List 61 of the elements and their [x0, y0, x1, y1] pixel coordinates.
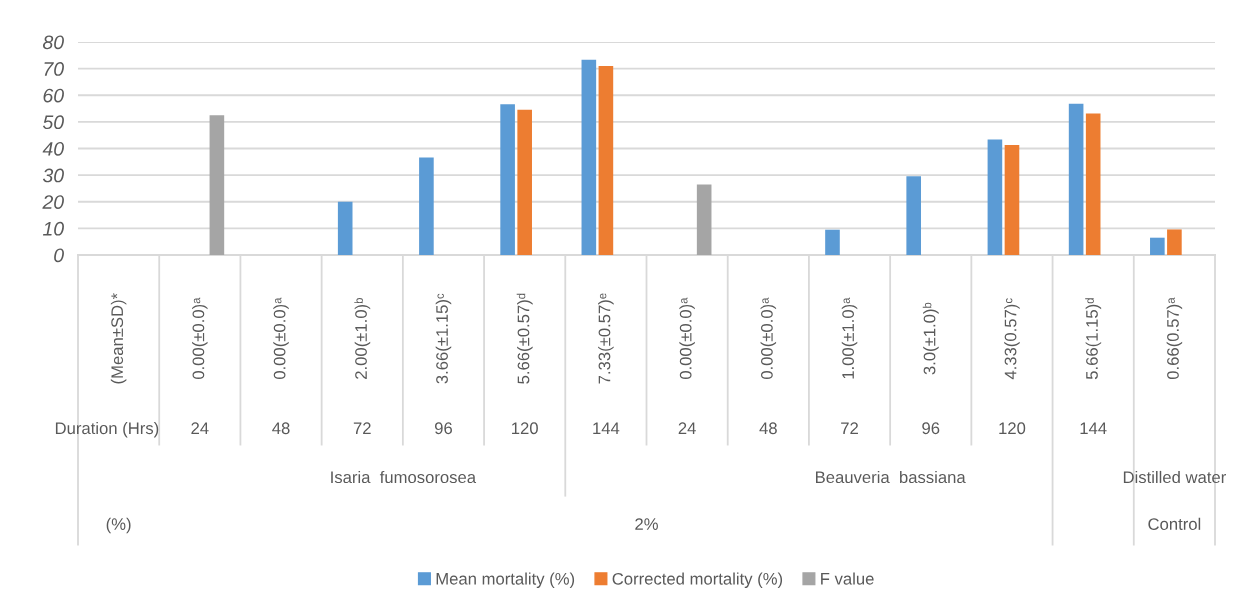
bar: [906, 176, 921, 255]
y-tick-label: 40: [42, 141, 64, 156]
x-tick-label: 2.00(±1.0)ᵇ: [354, 298, 371, 379]
text: 96: [922, 422, 940, 435]
bar: [825, 229, 840, 255]
x-tick-label: 0.00(±0.0)ᵃ: [273, 297, 289, 380]
x-tick-label: 5.66(1.15)ᵈ: [1085, 298, 1102, 380]
text: 24: [191, 422, 209, 434]
text: Control: [1148, 517, 1201, 530]
x-tick-label: 3.0(±1.0)ᵇ: [922, 302, 939, 375]
legend-label: Corrected mortality (%): [612, 572, 783, 588]
text: 96: [434, 422, 452, 435]
x-tick-label: 5.66(±0.57)ᵈ: [516, 293, 533, 384]
text: 120: [999, 422, 1026, 435]
bar: [581, 59, 597, 255]
text: Distilled water: [1123, 470, 1226, 484]
text: 144: [1080, 422, 1107, 434]
x-tick-label: 0.66(0.57)ᵃ: [1166, 297, 1183, 380]
bar: [419, 157, 434, 255]
text: 48: [759, 422, 777, 435]
text: Duration (Hrs): [55, 421, 159, 438]
y-tick-label: 60: [43, 88, 64, 103]
bar: [1068, 103, 1084, 255]
y-tick-label: 70: [44, 62, 64, 76]
text: Beauveria bassiana: [816, 470, 966, 484]
y-tick-label: 80: [43, 35, 64, 50]
x-tick-label: 7.33(±0.57)ᵉ: [598, 293, 614, 384]
y-tick-label: 20: [42, 195, 64, 209]
text: 48: [272, 422, 290, 435]
bar: [1150, 237, 1165, 255]
text: Isaria fumosorosea: [331, 470, 477, 484]
x-tick-label: 3.66(±1.15)ᶜ: [435, 293, 452, 384]
bar: [337, 201, 353, 255]
y-tick-label: 10: [42, 221, 64, 236]
x-tick-label: 1.00(±1.0)ᵃ: [841, 297, 858, 379]
bar: [209, 115, 225, 255]
text: 24: [678, 422, 696, 434]
x-tick-label: 0.00(±0.0)ᵃ: [760, 297, 777, 380]
legend-label: Mean mortality (%): [436, 572, 575, 588]
text: (%): [106, 517, 131, 534]
bar: [500, 104, 515, 255]
x-tick-label: 0.00(±0.0)ᵃ: [192, 297, 208, 380]
text: 2%: [635, 518, 658, 530]
text: 72: [353, 422, 371, 434]
bar: [696, 184, 712, 255]
x-tick-label: (Mean±SD)*: [110, 293, 127, 384]
y-tick-label: 50: [42, 115, 64, 130]
bar: [1085, 113, 1101, 255]
bar: [517, 109, 532, 255]
y-tick-label: 30: [42, 168, 64, 183]
bar: [1167, 229, 1182, 255]
x-tick-label: 4.33(0.57)ᶜ: [1004, 298, 1020, 380]
bar: [598, 65, 614, 255]
text: 72: [841, 422, 858, 434]
text: 120: [512, 422, 538, 435]
text: 144: [593, 422, 620, 434]
legend-label: F value: [821, 572, 874, 585]
bar: [987, 139, 1003, 255]
x-tick-label: 0.00(±0.0)ᵃ: [679, 297, 695, 380]
y-tick-label: 0: [54, 248, 64, 263]
bar: [1004, 145, 1020, 255]
